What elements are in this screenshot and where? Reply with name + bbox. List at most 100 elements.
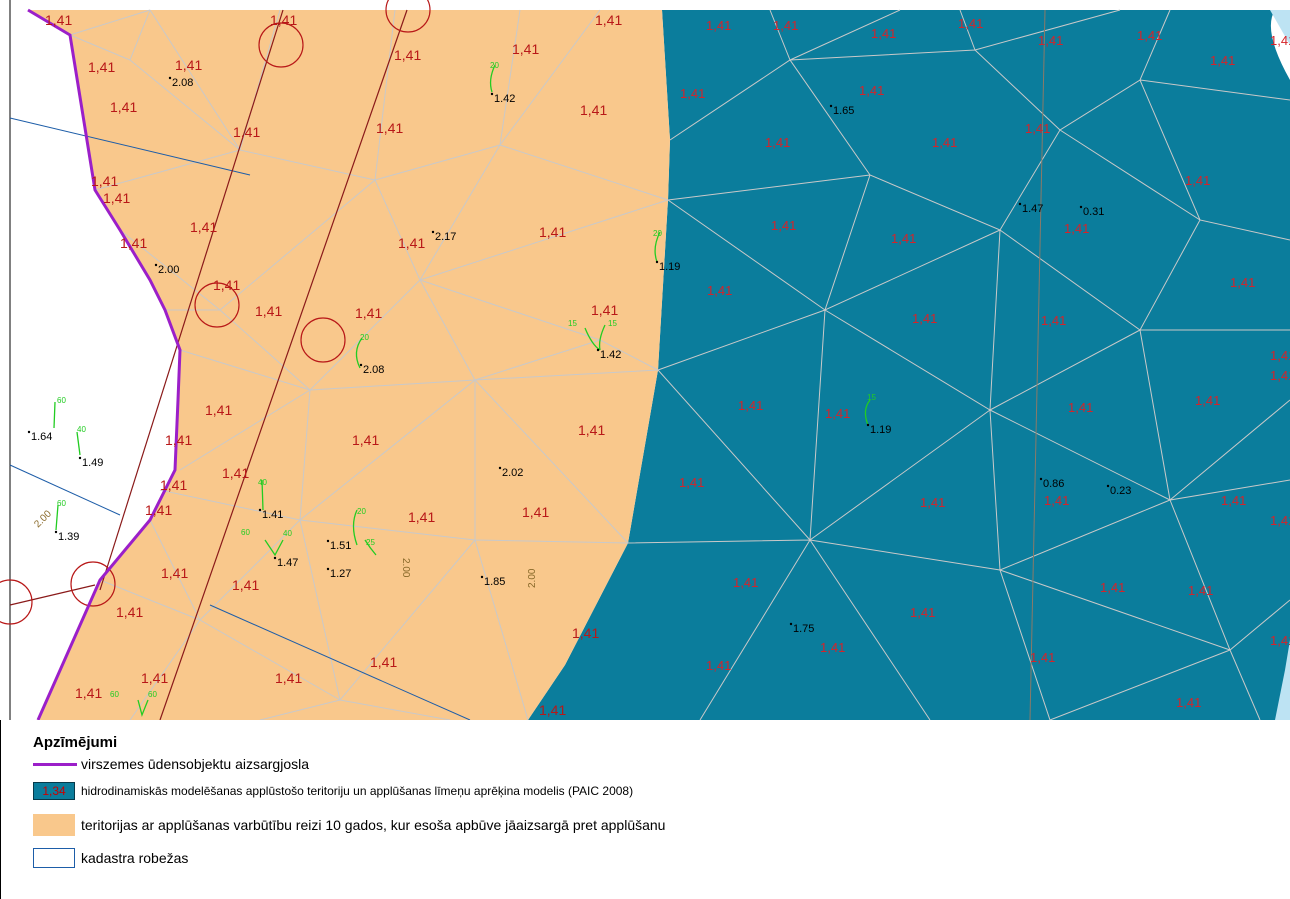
cadastre-lines — [9, 117, 471, 720]
model-level-label: 1,41 — [859, 83, 884, 98]
zone-level-label: 1,41 — [370, 654, 397, 670]
contour-label: 15 — [568, 319, 577, 328]
legend-title: Apzīmējumi — [33, 734, 118, 751]
model-level-label: 1,41 — [1030, 650, 1055, 665]
contour-value-label: 2.00 — [527, 568, 538, 588]
zone-level-label: 1,41 — [522, 504, 549, 520]
model-level-label: 1,41 — [679, 475, 704, 490]
depth-point-marker — [154, 263, 158, 267]
flood-zone-swatch — [33, 814, 75, 836]
depth-point-label: 2.08 — [172, 77, 193, 89]
zone-level-label: 1,41 — [512, 41, 539, 57]
depth-point-label: 1.42 — [600, 349, 621, 361]
depth-point-marker — [168, 76, 172, 80]
depth-point-label: 1.19 — [659, 261, 680, 273]
depth-point-marker — [273, 556, 277, 560]
depth-point-label: 1.75 — [793, 623, 814, 635]
model-level-label: 1,41 — [1221, 493, 1246, 508]
legend-panel: Apzīmējumi virszemes ūdensobjektu aizsar… — [0, 720, 1290, 899]
cadastre-swatch — [33, 848, 75, 868]
hatched-line — [1029, 9, 1046, 720]
depth-point-marker — [1018, 202, 1022, 206]
legend-label: kadastra robežas — [81, 850, 189, 866]
depth-point-label: 1.47 — [277, 557, 298, 569]
model-level-label: 1,41 — [820, 640, 845, 655]
contour-label: 15 — [608, 319, 617, 328]
protection-zone-swatch — [33, 762, 77, 766]
protection-zone-line — [27, 8, 182, 720]
zone-level-label: 1,41 — [160, 477, 187, 493]
depth-point-label: 1.47 — [1022, 203, 1043, 215]
model-level-label: 1,41 — [891, 231, 916, 246]
contour-label: 60 — [148, 690, 157, 699]
flood-zone-10yr — [28, 10, 670, 720]
zone-level-label: 1,41 — [270, 12, 297, 28]
depth-point-label: 0.31 — [1083, 206, 1104, 218]
model-level-label: 1,41 — [912, 311, 937, 326]
legend-item-flood-zone: teritorijas ar applūšanas varbūtību reiz… — [33, 814, 665, 836]
zone-level-label: 1,41 — [165, 432, 192, 448]
depth-point-marker — [359, 363, 363, 367]
depth-point-label: 1.65 — [833, 105, 854, 117]
depth-point-label: 1.49 — [82, 457, 103, 469]
flood-model-swatch: 1,34 — [33, 782, 75, 800]
zone-level-label: 1,41 — [175, 57, 202, 73]
depth-point-label: 1.39 — [58, 531, 79, 543]
zone-level-label: 1,41 — [190, 219, 217, 235]
depth-point-marker — [866, 423, 870, 427]
depth-point-marker — [480, 575, 484, 579]
zone-level-label: 1,41 — [205, 402, 232, 418]
depth-point-label: 1.85 — [484, 576, 505, 588]
model-level-label: 1,41 — [920, 495, 945, 510]
depth-point-marker — [431, 230, 435, 234]
contour-label: 20 — [360, 333, 369, 342]
contour-label: 20 — [357, 507, 366, 516]
model-level-label: 1,41 — [680, 86, 705, 101]
depth-point-marker — [490, 92, 494, 96]
depth-point-marker — [27, 430, 31, 434]
zone-level-label: 1,41 — [595, 12, 622, 28]
depth-point-marker — [326, 567, 330, 571]
zone-level-label: 1,41 — [591, 302, 618, 318]
contour-label: 20 — [653, 229, 662, 238]
depth-point-marker — [596, 348, 600, 352]
depth-point-marker — [326, 539, 330, 543]
model-level-label: 1,41 — [1270, 33, 1290, 48]
zone-level-label: 1,41 — [408, 509, 435, 525]
depth-point-label: 1.51 — [330, 540, 351, 552]
legend-label: virszemes ūdensobjektu aizsargjosla — [81, 756, 309, 772]
model-level-label: 1,41 — [1270, 368, 1290, 383]
legend-item-protection-zone: virszemes ūdensobjektu aizsargjosla — [33, 756, 309, 772]
model-level-label: 1,41 — [1100, 580, 1125, 595]
model-level-label: 1,41 — [958, 16, 983, 31]
model-level-label: 1,41 — [706, 18, 731, 33]
contour-label: 60 — [110, 690, 119, 699]
model-level-label: 1,41 — [1188, 583, 1213, 598]
legend-item-flood-model: 1,34 hidrodinamiskās modelēšanas applūst… — [33, 782, 633, 800]
zone-level-label: 1,41 — [91, 173, 118, 189]
model-level-label: 1,41 — [1044, 493, 1069, 508]
flood-map[interactable]: 20 20 15 15 20 15 60 40 40 20 25 60 40 6… — [0, 0, 1290, 720]
contour-label: 40 — [258, 478, 267, 487]
model-level-label: 1,41 — [773, 18, 798, 33]
model-level-label: 1,41 — [1068, 400, 1093, 415]
zone-level-label: 1,41 — [580, 102, 607, 118]
depth-point-label: 0.86 — [1043, 478, 1064, 490]
depth-point-marker — [54, 530, 58, 534]
zone-level-label: 1,41 — [352, 432, 379, 448]
zone-level-label: 1,41 — [213, 277, 240, 293]
model-level-label: 1,41 — [1270, 348, 1290, 363]
contour-label: 40 — [283, 529, 292, 538]
depth-point-label: 2.02 — [502, 467, 523, 479]
model-level-label: 1,41 — [771, 218, 796, 233]
legend-label: hidrodinamiskās modelēšanas applūstošo t… — [81, 784, 634, 798]
model-level-label: 1,41 — [707, 283, 732, 298]
zone-level-label: 1,41 — [275, 670, 302, 686]
zone-level-label: 1,41 — [376, 120, 403, 136]
depth-point-label: 1.41 — [262, 509, 283, 521]
depth-point-label: 1.42 — [494, 93, 515, 105]
depth-point-label: 1.19 — [870, 424, 891, 436]
depth-point-label: 1.64 — [31, 431, 52, 443]
model-level-label: 1,41 — [1270, 633, 1290, 648]
zone-level-label: 1,41 — [161, 565, 188, 581]
